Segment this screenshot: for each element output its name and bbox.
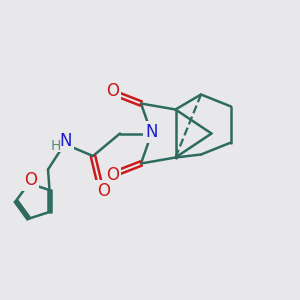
Text: O: O — [106, 82, 119, 100]
Text: N: N — [60, 132, 72, 150]
Text: O: O — [97, 182, 110, 200]
Text: O: O — [106, 167, 119, 184]
Text: H: H — [51, 140, 61, 153]
Text: N: N — [145, 123, 158, 141]
Text: O: O — [24, 171, 37, 189]
